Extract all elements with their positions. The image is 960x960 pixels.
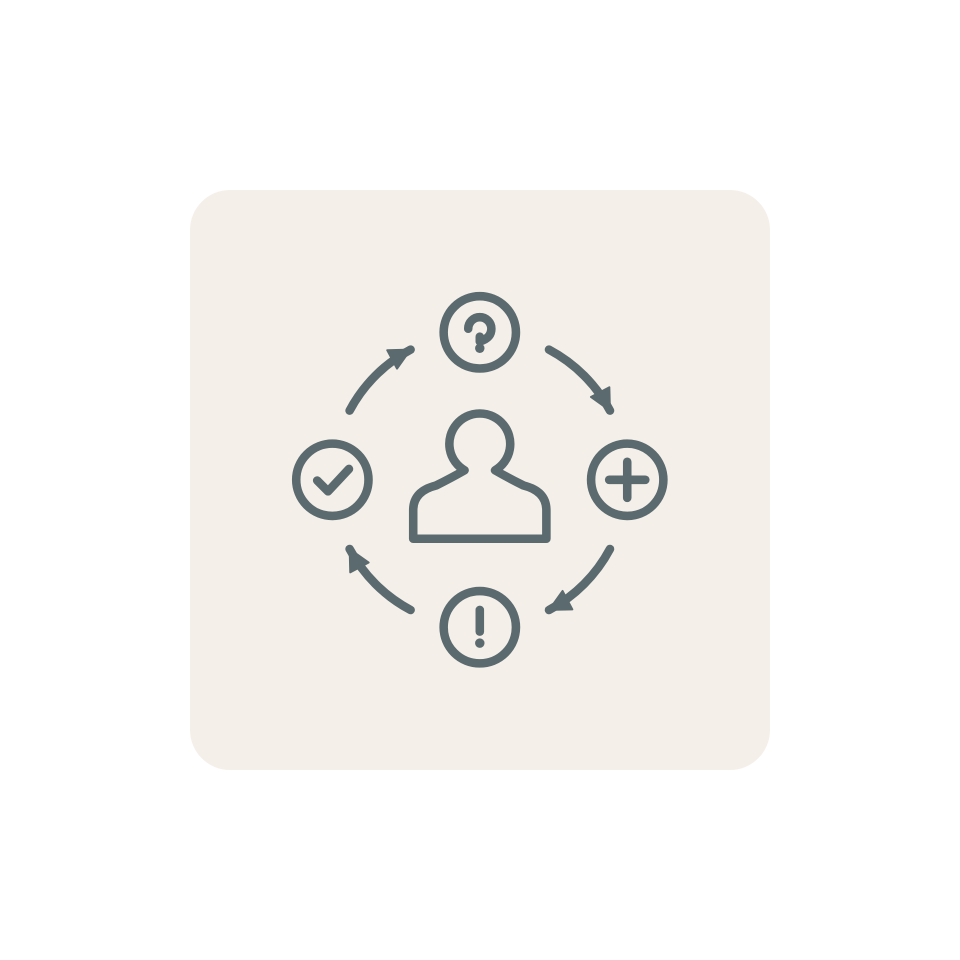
cycle-diagram bbox=[242, 242, 718, 718]
cycle-arrow bbox=[350, 350, 411, 411]
question-icon bbox=[444, 296, 516, 368]
person-icon bbox=[413, 414, 546, 539]
plus-icon bbox=[591, 444, 663, 516]
cycle-arrow bbox=[350, 549, 411, 610]
cycle-arrow bbox=[549, 350, 610, 411]
exclamation-icon bbox=[444, 591, 516, 663]
check-icon bbox=[296, 444, 368, 516]
cycle-arrow bbox=[549, 549, 610, 610]
diagram-card bbox=[190, 190, 770, 770]
